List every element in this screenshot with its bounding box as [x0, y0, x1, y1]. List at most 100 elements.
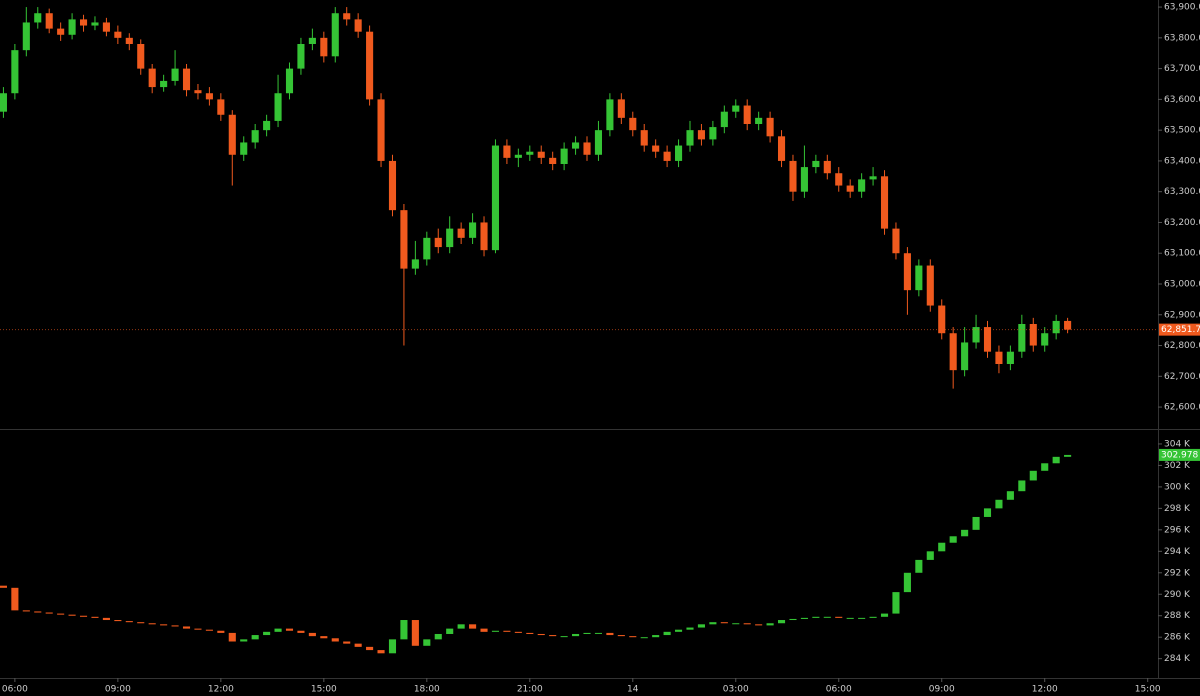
- y-tick-label: 63,600.0: [1164, 95, 1200, 105]
- candle-body: [915, 559, 923, 573]
- candle-body: [480, 628, 488, 632]
- candle-body: [308, 632, 316, 637]
- candle-body: [755, 624, 763, 626]
- candle-body: [686, 130, 694, 146]
- candle-body: [697, 624, 705, 628]
- x-tick-label: 21:00: [517, 685, 543, 695]
- candle-body: [938, 305, 946, 334]
- y-tick-label: 63,100.0: [1164, 249, 1200, 259]
- candle-body: [125, 621, 133, 623]
- x-tick-label: 18:00: [414, 685, 440, 695]
- candle-body: [297, 630, 305, 633]
- candle-body: [549, 635, 557, 637]
- y-tick-label: 63,300.0: [1164, 187, 1200, 197]
- candle-body: [0, 93, 7, 112]
- candle-body: [1006, 351, 1014, 364]
- candle-body: [572, 142, 580, 149]
- candle-body: [709, 127, 717, 140]
- y-tick-label: 63,000.0: [1164, 280, 1200, 290]
- candle-body: [274, 628, 282, 632]
- candle-body: [1041, 463, 1049, 471]
- candle-body: [11, 587, 19, 611]
- candle-body: [743, 623, 751, 625]
- candle-body: [823, 616, 831, 618]
- candle-body: [79, 615, 88, 617]
- candle-body: [469, 624, 477, 629]
- candle-body: [228, 632, 236, 642]
- candle-body: [995, 499, 1003, 509]
- last-value-box: [1159, 448, 1200, 461]
- y-tick-label: 62,900.0: [1164, 310, 1200, 320]
- candle-body: [251, 130, 259, 143]
- y-tick-label: 296 K: [1164, 525, 1191, 535]
- candle-body: [835, 616, 843, 618]
- candle-body: [228, 114, 236, 155]
- candle-body: [732, 623, 740, 625]
- candle-body: [91, 616, 99, 618]
- candle-body: [400, 620, 408, 640]
- candle-body: [732, 105, 740, 112]
- candle-body: [1052, 456, 1060, 464]
- x-tick-label: 15:00: [311, 685, 337, 695]
- last-value-box: [1159, 323, 1200, 336]
- candle-body: [274, 93, 282, 121]
- candle-body: [869, 616, 877, 618]
- candle-body: [686, 627, 694, 630]
- candle-body: [34, 13, 42, 23]
- candle-body: [308, 37, 316, 44]
- candle-body: [22, 22, 30, 51]
- candle-body: [926, 551, 934, 560]
- candle-body: [983, 327, 992, 352]
- candle-body: [766, 117, 774, 137]
- y-tick-label: 63,800.0: [1164, 33, 1200, 43]
- candle-body: [1052, 320, 1060, 334]
- candle-body: [354, 643, 362, 647]
- candle-body: [160, 624, 168, 626]
- candle-body: [434, 237, 442, 248]
- y-tick-label: 62,600.0: [1164, 403, 1200, 413]
- candle-body: [217, 99, 225, 115]
- candle-body: [331, 13, 339, 57]
- candle-body: [800, 167, 808, 192]
- x-tick-label: 12:00: [1032, 685, 1058, 695]
- candle-body: [617, 99, 625, 118]
- candle-body: [880, 176, 889, 229]
- candle-body: [949, 536, 957, 543]
- candle-body: [297, 44, 305, 69]
- candle-body: [68, 19, 76, 35]
- candle-body: [755, 117, 763, 124]
- candle-body: [22, 610, 30, 612]
- y-tick-label: 286 K: [1164, 633, 1191, 643]
- x-tick-label: 09:00: [105, 685, 131, 695]
- candle-body: [194, 90, 202, 94]
- candle-body: [240, 142, 248, 155]
- x-tick-label: 06:00: [826, 685, 852, 695]
- candle-body: [858, 617, 866, 619]
- candle-body: [835, 173, 843, 186]
- candle-body: [148, 623, 156, 625]
- candle-body: [537, 151, 545, 158]
- candle-body: [503, 145, 511, 158]
- candle-body: [388, 160, 397, 211]
- candle-body: [777, 136, 786, 161]
- y-tick-label: 302 K: [1164, 461, 1191, 471]
- candle-body: [949, 333, 957, 371]
- candle-body: [652, 635, 660, 638]
- candle-body: [205, 629, 213, 631]
- candle-body: [903, 572, 911, 593]
- candle-body: [366, 646, 374, 651]
- candle-body: [57, 613, 65, 615]
- candle-body: [0, 585, 7, 588]
- y-tick-label: 284 K: [1164, 654, 1191, 664]
- candle-body: [45, 612, 53, 614]
- candle-body: [789, 618, 797, 621]
- candle-body: [995, 351, 1003, 364]
- candle-body: [880, 613, 889, 617]
- y-tick-label: 292 K: [1164, 568, 1191, 578]
- candle-body: [434, 633, 442, 640]
- candle-body: [903, 253, 911, 291]
- x-tick-label: 06:00: [2, 685, 28, 695]
- candle-body: [480, 222, 488, 251]
- candle-body: [194, 628, 202, 630]
